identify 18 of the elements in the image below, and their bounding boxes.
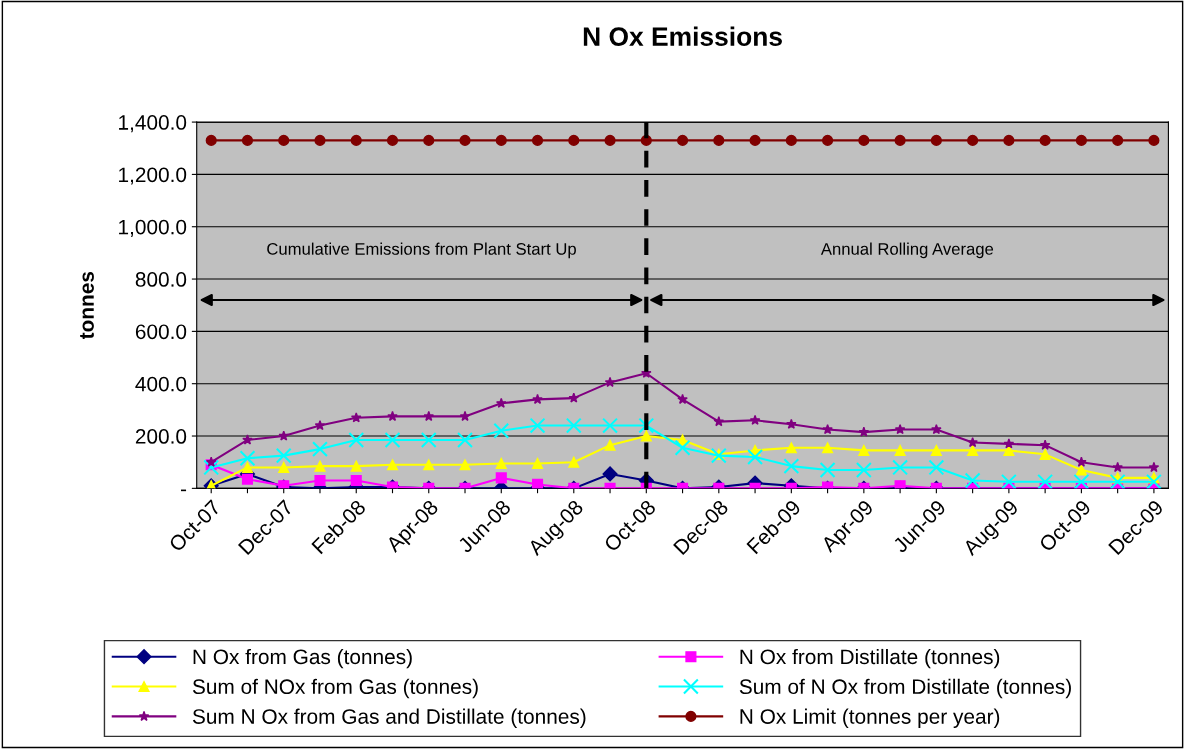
legend-label: N Ox from Distillate (tonnes) [740,648,1000,669]
y-tick-label: 1,200.0 [119,167,187,185]
legend-label: N Ox Limit (tonnes per year) [740,708,1000,728]
chart-title: N Ox Emissions [583,26,782,46]
y-tick-label: 1,000.0 [119,219,187,237]
legend-label: N Ox from Gas (tonnes) [193,648,412,669]
y-tick-label: 1,400.0 [119,115,187,133]
y-tick-label: 800.0 [135,272,187,287]
y-tick-label: 200.0 [135,429,187,444]
annotation: Annual Rolling Average [820,242,994,259]
y-tick-label: - [180,489,187,492]
legend-label: Sum of N Ox from Distillate (tonnes) [739,678,1071,699]
annotation: Cumulative Emissions from Plant Start Up [267,242,576,259]
y-tick-label: 600.0 [135,324,187,340]
legend-label: Sum N Ox from Gas and Distillate (tonnes) [192,708,586,728]
y-tick-label: 400.0 [135,376,187,392]
y-axis-title: tonnes [80,271,94,340]
legend-label: Sum of NOx from Gas (tonnes) [192,678,478,699]
